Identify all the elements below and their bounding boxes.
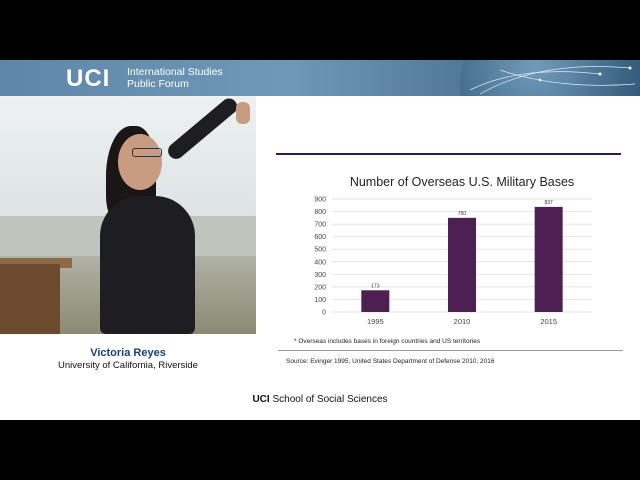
y-tick-label: 600 (314, 234, 326, 241)
y-tick-label: 800 (314, 209, 326, 216)
chart-title: Number of Overseas U.S. Military Bases (350, 175, 574, 189)
podium (0, 264, 60, 334)
data-label: 173 (371, 283, 380, 289)
x-tick-label: 2010 (454, 317, 471, 326)
slide-divider (276, 153, 621, 155)
footer: UCI School of Social Sciences (0, 394, 640, 405)
data-label: 750 (458, 211, 467, 217)
podium-top (0, 258, 72, 268)
x-tick-label: 1995 (367, 317, 384, 326)
y-tick-label: 500 (314, 247, 326, 254)
x-tick-label: 2015 (540, 317, 557, 326)
glasses-icon (132, 148, 162, 157)
y-tick-label: 200 (314, 284, 326, 291)
slide: Number of Overseas U.S. Military Bases 0 1… (256, 96, 640, 386)
data-label: 837 (544, 200, 553, 206)
bar-chart: Number of Overseas U.S. Military Bases 0 1… (314, 175, 592, 326)
bar (534, 206, 563, 312)
speaker-head (118, 134, 162, 190)
speaker-hand (236, 102, 250, 124)
bar (361, 290, 390, 312)
footnote-separator (278, 350, 623, 351)
network-lines-graphic (469, 66, 636, 95)
forum-title: International Studies Public Forum (127, 66, 223, 90)
speaker-video (0, 96, 256, 334)
y-tick-label: 100 (314, 297, 326, 304)
globe-graphic (460, 60, 640, 96)
bar (448, 217, 476, 312)
y-tick-label: 400 (314, 259, 326, 266)
chart-footnote: * Overseas includes bases in foreign cou… (294, 338, 481, 345)
video-frame: UCI International Studies Public Forum V… (0, 60, 640, 420)
speaker-affiliation: University of California, Riverside (58, 360, 198, 371)
y-tick-label: 700 (314, 222, 326, 229)
uci-logo: UCI (66, 65, 111, 92)
forum-banner: UCI International Studies Public Forum (0, 60, 640, 96)
y-tick-label: 900 (314, 197, 326, 204)
footer-text: School of Social Sciences (272, 394, 388, 405)
forum-title-line1: International Studies (127, 66, 223, 78)
y-tick-label: 0 (322, 310, 326, 317)
y-tick-label: 300 (314, 272, 326, 279)
footer-logo: UCI (252, 394, 270, 405)
chart-source: Source: Evinger 1995, United States Depa… (286, 358, 495, 365)
forum-title-line2: Public Forum (127, 78, 189, 90)
speaker-body (100, 196, 195, 334)
speaker-name: Victoria Reyes (90, 347, 166, 359)
